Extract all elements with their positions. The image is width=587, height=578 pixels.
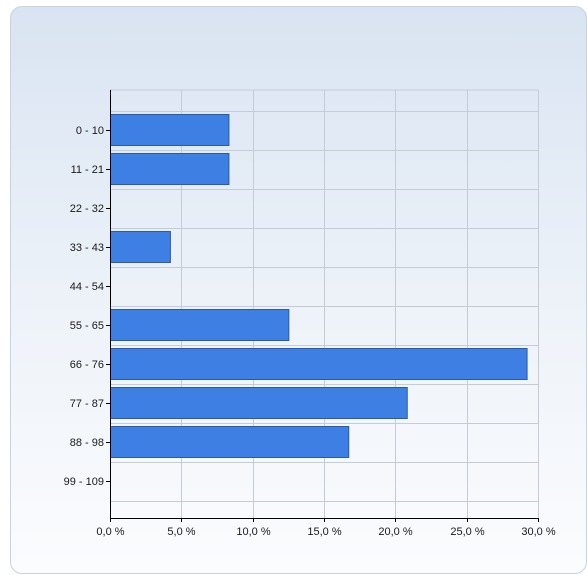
y-tick-label: 11 - 21 — [71, 164, 104, 176]
bars — [110, 114, 528, 458]
y-tick-label: 66 - 76 — [70, 359, 104, 371]
bar-33-43 — [110, 231, 171, 263]
grid-lines — [110, 89, 539, 518]
bar-88-98 — [110, 426, 350, 458]
axes — [106, 90, 539, 522]
x-tick-label: 15,0 % — [307, 526, 341, 538]
y-tick-label: 99 - 109 — [64, 476, 104, 488]
bar-77-87 — [110, 387, 408, 419]
x-tick-label: 20,0 % — [378, 526, 412, 538]
x-tick-label: 0,0 % — [96, 526, 124, 538]
chart-panel — [10, 6, 587, 574]
y-tick-label: 55 - 65 — [70, 320, 104, 332]
x-tick-label: 25,0 % — [450, 526, 484, 538]
x-tick-labels: 0,0 % 5,0 % 10,0 % 15,0 % 20,0 % 25,0 % 30,0 % — [96, 526, 555, 538]
bar-11-21 — [110, 153, 230, 185]
y-tick-label: 33 - 43 — [70, 242, 104, 254]
x-tick-label: 5,0 % — [167, 526, 195, 538]
y-tick-label: 77 - 87 — [70, 398, 104, 410]
bar-66-76 — [110, 348, 528, 380]
y-tick-labels: 0 - 10 11 - 21 22 - 32 33 - 43 44 - 54 55 - 6… — [64, 125, 104, 488]
bar-55-65 — [110, 309, 290, 341]
y-tick-label: 0 - 10 — [76, 125, 104, 137]
y-tick-label: 22 - 32 — [70, 203, 104, 215]
x-tick-label: 10,0 % — [236, 526, 270, 538]
y-tick-label: 88 - 98 — [70, 437, 104, 449]
bar-0-10 — [110, 114, 230, 146]
y-tick-label: 44 - 54 — [70, 281, 104, 293]
x-tick-label: 30,0 % — [521, 526, 555, 538]
